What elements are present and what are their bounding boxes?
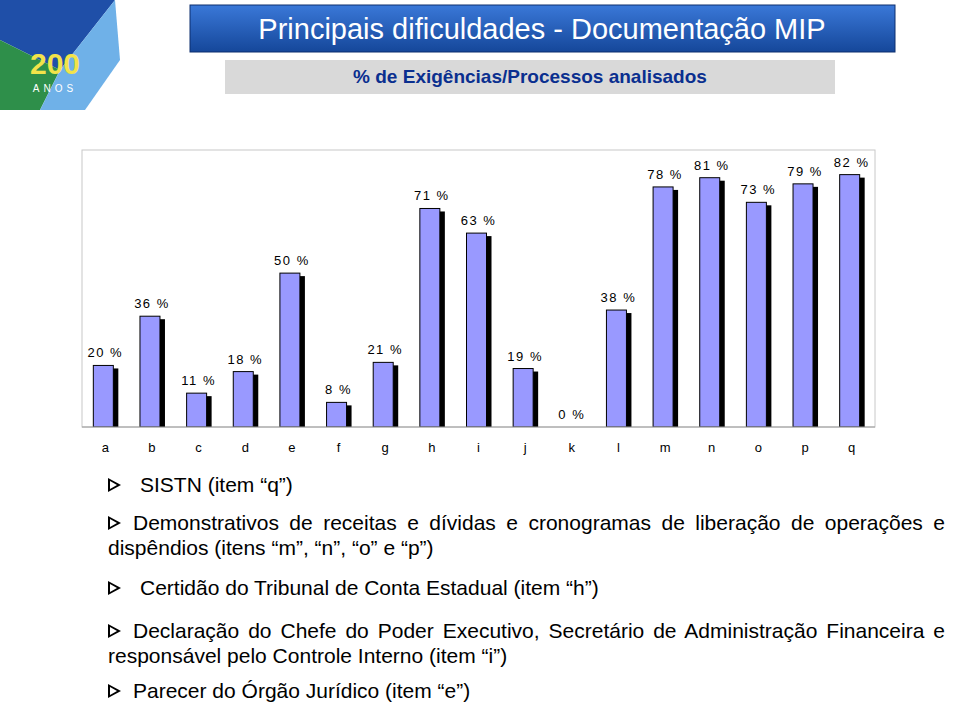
bar (233, 372, 253, 427)
bar (467, 233, 487, 427)
data-label: 63 % (461, 213, 497, 228)
x-tick-label: a (102, 440, 110, 455)
data-label: 36 % (134, 296, 170, 311)
bar (513, 369, 533, 427)
logo: 200 ANOS (0, 0, 120, 110)
logo-label: ANOS (33, 83, 77, 94)
annotation: SISTN (item “q”) (108, 472, 945, 497)
bar (373, 362, 393, 427)
x-tick-label: b (148, 440, 155, 455)
data-label: 82 % (834, 155, 870, 170)
bullet (108, 581, 121, 595)
data-label: 38 % (601, 290, 637, 305)
x-tick-label: k (569, 440, 576, 455)
bullet (108, 478, 121, 492)
title: Principais dificuldades - Documentação M… (258, 13, 825, 45)
data-label: 78 % (647, 167, 683, 182)
bullet (108, 516, 121, 530)
chart-svg: 200 ANOS Principais dificuldades - Documen… (0, 0, 960, 725)
bar (140, 316, 160, 427)
x-tick-label: j (523, 440, 527, 455)
x-tick-label: l (617, 440, 620, 455)
data-label: 71 % (414, 188, 450, 203)
bar (653, 187, 673, 427)
bars (93, 175, 864, 427)
data-label: 8 % (325, 382, 352, 397)
data-label: 73 % (741, 182, 777, 197)
bar (187, 393, 207, 427)
x-tick-label: i (477, 440, 480, 455)
data-label: 19 % (507, 349, 543, 364)
x-tick-label: p (801, 440, 808, 455)
x-tick-label: o (755, 440, 762, 455)
x-tick-label: e (288, 440, 295, 455)
bar (840, 175, 860, 427)
data-label: 20 % (88, 345, 124, 360)
data-label: 81 % (694, 158, 730, 173)
bullet (108, 684, 121, 698)
data-label: 50 % (274, 253, 310, 268)
x-tick-label: n (708, 440, 715, 455)
data-label: 21 % (367, 342, 403, 357)
bar (746, 202, 766, 427)
annotation: Demonstrativos de receitas e dívidas e c… (108, 510, 945, 560)
bullet (108, 624, 121, 638)
subtitle: % de Exigências/Processos analisados (353, 66, 707, 87)
title-banner (190, 5, 895, 52)
bar (420, 208, 440, 427)
subtitle-box (225, 60, 835, 94)
bar (606, 310, 626, 427)
annotation: Declaração do Chefe do Poder Executivo, … (108, 618, 945, 668)
x-axis (82, 427, 875, 428)
x-tick-label: d (242, 440, 249, 455)
annotation: Certidão do Tribunal de Conta Estadual (… (108, 575, 945, 600)
bar (327, 402, 347, 427)
data-label: 0 % (558, 407, 585, 422)
bar (280, 273, 300, 427)
x-tick-label: f (337, 440, 341, 455)
bar (700, 178, 720, 427)
data-label: 18 % (227, 352, 263, 367)
annotation: Parecer do Órgão Jurídico (item “e”) (108, 678, 945, 703)
x-tick-label: c (195, 440, 202, 455)
x-tick-label: q (848, 440, 855, 455)
x-tick-label: m (660, 440, 671, 455)
x-tick-label: g (382, 440, 389, 455)
bar (793, 184, 813, 427)
plot-frame (82, 150, 875, 427)
data-label: 79 % (787, 164, 823, 179)
logo-number: 200 (30, 47, 80, 80)
data-label: 11 % (181, 373, 216, 388)
bar (93, 365, 113, 427)
page: {"logo": {"number": "200", "label": "ANO… (0, 0, 960, 725)
x-tick-label: h (428, 440, 435, 455)
